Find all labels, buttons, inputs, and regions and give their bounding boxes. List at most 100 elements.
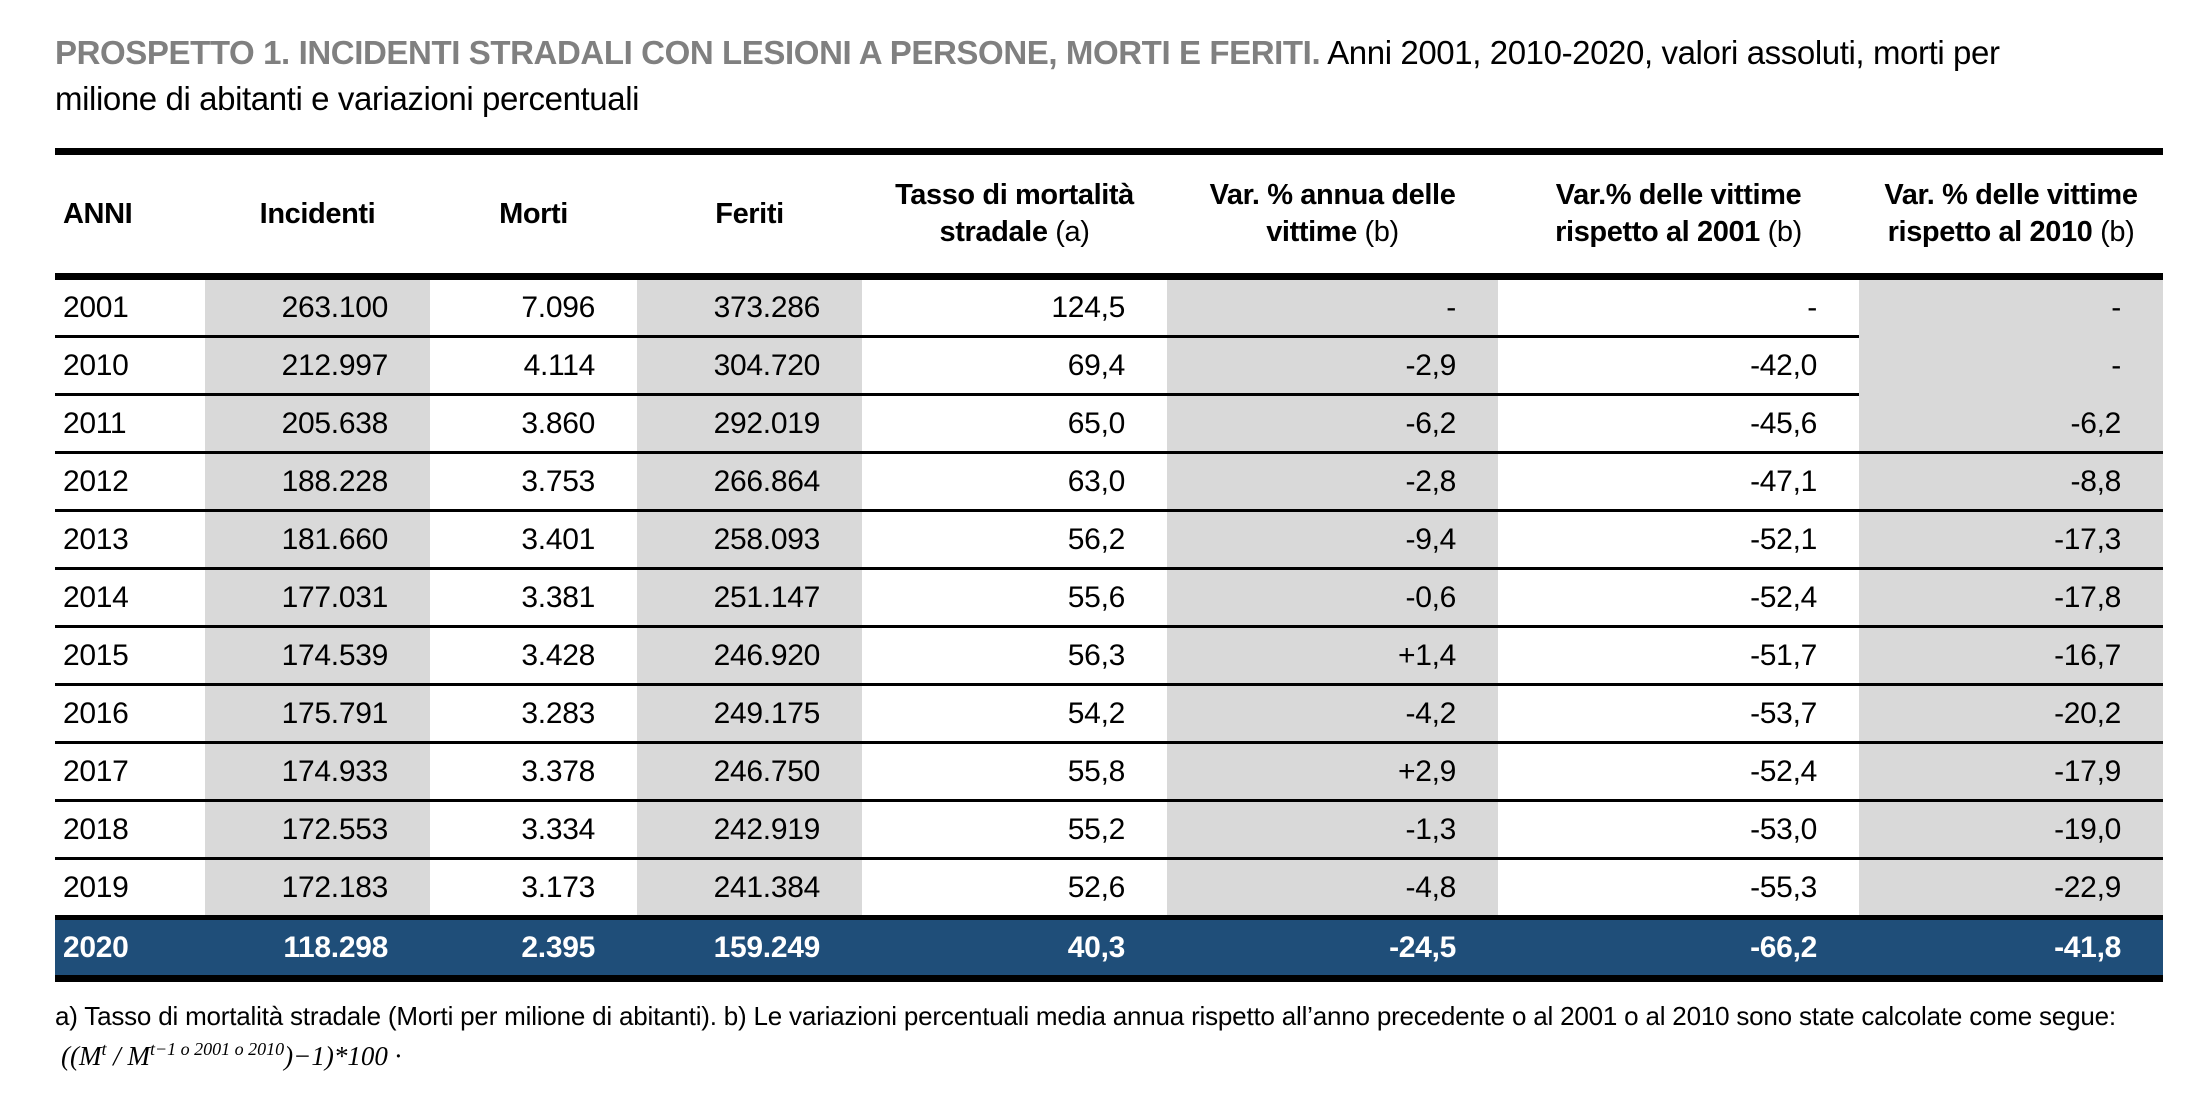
footnote: a) Tasso di mortalità stradale (Morti pe… xyxy=(55,996,2153,1076)
cell-2010-anni: 2010 xyxy=(55,338,205,396)
cell-2013-var2001: -52,1 xyxy=(1498,512,1859,570)
cell-2014-anni: 2014 xyxy=(55,570,205,628)
table-row-2012: 2012 188.228 3.753 266.864 63,0 -2,8 -47,1 -8,8 xyxy=(55,454,2163,512)
cell-2019-var2001: -55,3 xyxy=(1498,860,1859,920)
prospetto-title-subtitle: Anni 2001, 2010-2020, valori assoluti, m… xyxy=(55,34,2000,117)
col-header-var2001: Var.% delle vittime rispetto al 2001 (b) xyxy=(1498,148,1859,280)
cell-2013-var2010: -17,3 xyxy=(1859,512,2163,570)
col-header-line: Morti xyxy=(499,197,568,230)
cell-2017-var2001: -52,4 xyxy=(1498,744,1859,802)
cell-2014-var_annua: -0,6 xyxy=(1167,570,1498,628)
cell-2001-anni: 2001 xyxy=(55,280,205,338)
cell-2001-morti: 7.096 xyxy=(430,280,637,338)
cell-2018-incidenti: 172.553 xyxy=(205,802,430,860)
col-header-line: Feriti xyxy=(715,197,784,230)
cell-2001-incidenti: 263.100 xyxy=(205,280,430,338)
col-header-line: rispetto al 2001 (b) xyxy=(1555,216,1802,248)
cell-2018-var2001: -53,0 xyxy=(1498,802,1859,860)
cell-2011-incidenti: 205.638 xyxy=(205,396,430,454)
col-header-line: vittime (b) xyxy=(1266,216,1399,248)
cell-2012-anni: 2012 xyxy=(55,454,205,512)
cell-2010-tasso: 69,4 xyxy=(862,338,1167,396)
cell-2016-morti: 3.283 xyxy=(430,686,637,744)
cell-2011-morti: 3.860 xyxy=(430,396,637,454)
cell-2017-var_annua: +2,9 xyxy=(1167,744,1498,802)
cell-2014-feriti: 251.147 xyxy=(637,570,862,628)
cell-2018-var2010: -19,0 xyxy=(1859,802,2163,860)
cell-2010-var2010: - xyxy=(1859,338,2163,396)
cell-2017-tasso: 55,8 xyxy=(862,744,1167,802)
cell-2012-var_annua: -2,8 xyxy=(1167,454,1498,512)
cell-2010-var2001: -42,0 xyxy=(1498,338,1859,396)
cell-2001-var_annua: - xyxy=(1167,280,1498,338)
cell-2020-feriti: 159.249 xyxy=(637,920,862,982)
cell-2016-var2010: -20,2 xyxy=(1859,686,2163,744)
footnote-text: a) Tasso di mortalità stradale (Morti pe… xyxy=(55,1001,2116,1031)
cell-2013-var_annua: -9,4 xyxy=(1167,512,1498,570)
table-row-2018: 2018 172.553 3.334 242.919 55,2 -1,3 -53,0 -19,… xyxy=(55,802,2163,860)
formula-part: ((M xyxy=(61,1041,102,1071)
page: PROSPETTO 1. INCIDENTI STRADALI CON LESI… xyxy=(55,30,2163,1076)
col-header-line: Incidenti xyxy=(259,197,376,230)
cell-2011-var2001: -45,6 xyxy=(1498,396,1859,454)
cell-2014-morti: 3.381 xyxy=(430,570,637,628)
cell-2011-anni: 2011 xyxy=(55,396,205,454)
cell-2017-anni: 2017 xyxy=(55,744,205,802)
cell-2016-tasso: 54,2 xyxy=(862,686,1167,744)
col-header-var_annua: Var. % annua delle vittime (b) xyxy=(1167,148,1498,280)
cell-2019-var_annua: -4,8 xyxy=(1167,860,1498,920)
cell-2020-morti: 2.395 xyxy=(430,920,637,982)
cell-2016-incidenti: 175.791 xyxy=(205,686,430,744)
table-row-2020: 2020 118.298 2.395 159.249 40,3 -24,5 -66,2 -41… xyxy=(55,920,2163,982)
cell-2012-tasso: 63,0 xyxy=(862,454,1167,512)
cell-2018-tasso: 55,2 xyxy=(862,802,1167,860)
cell-2019-anni: 2019 xyxy=(55,860,205,920)
cell-2016-feriti: 249.175 xyxy=(637,686,862,744)
cell-2015-var2010: -16,7 xyxy=(1859,628,2163,686)
cell-2017-morti: 3.378 xyxy=(430,744,637,802)
cell-2014-var2001: -52,4 xyxy=(1498,570,1859,628)
cell-2010-morti: 4.114 xyxy=(430,338,637,396)
cell-2018-var_annua: -1,3 xyxy=(1167,802,1498,860)
cell-2012-morti: 3.753 xyxy=(430,454,637,512)
prospetto-title-heading: PROSPETTO 1. INCIDENTI STRADALI CON LESI… xyxy=(55,34,1321,71)
cell-2016-var_annua: -4,2 xyxy=(1167,686,1498,744)
cell-2011-var_annua: -6,2 xyxy=(1167,396,1498,454)
table-row-2001: 2001 263.100 7.096 373.286 124,5- - - xyxy=(55,280,2163,338)
col-header-morti: Morti xyxy=(430,148,637,280)
cell-2001-var2010: - xyxy=(1859,280,2163,338)
cell-2019-morti: 3.173 xyxy=(430,860,637,920)
col-header-line: Var. % annua delle xyxy=(1209,179,1456,211)
cell-2015-feriti: 246.920 xyxy=(637,628,862,686)
col-header-note-ref: (a) xyxy=(1047,216,1090,248)
cell-2017-var2010: -17,9 xyxy=(1859,744,2163,802)
cell-2015-incidenti: 174.539 xyxy=(205,628,430,686)
cell-2020-tasso: 40,3 xyxy=(862,920,1167,982)
cell-2001-feriti: 373.286 xyxy=(637,280,862,338)
footnote-formula: ((Mt / Mt−1 o 2001 o 2010)−1)*100 · xyxy=(61,1039,402,1071)
prospetto-title: PROSPETTO 1. INCIDENTI STRADALI CON LESI… xyxy=(55,30,2040,122)
cell-2015-var_annua: +1,4 xyxy=(1167,628,1498,686)
table-header: ANNI Incidenti Morti Feriti Tasso di mortali… xyxy=(55,148,2163,280)
cell-2012-var2001: -47,1 xyxy=(1498,454,1859,512)
table-row-2011: 2011 205.638 3.860 292.019 65,0 -6,2 -45,6 -6,2 xyxy=(55,396,2163,454)
cell-2020-incidenti: 118.298 xyxy=(205,920,430,982)
col-header-line: ANNI xyxy=(63,197,133,230)
cell-2015-morti: 3.428 xyxy=(430,628,637,686)
cell-2015-anni: 2015 xyxy=(55,628,205,686)
cell-2019-feriti: 241.384 xyxy=(637,860,862,920)
cell-2010-incidenti: 212.997 xyxy=(205,338,430,396)
cell-2013-tasso: 56,2 xyxy=(862,512,1167,570)
table-row-2014: 2014 177.031 3.381 251.147 55,6 -0,6 -52,4 -17,… xyxy=(55,570,2163,628)
formula-superscript: t−1 o 2001 o 2010 xyxy=(150,1039,285,1059)
col-header-line: Var.% delle vittime xyxy=(1555,179,1802,211)
col-header-line: stradale (a) xyxy=(939,216,1090,248)
cell-2010-var_annua: -2,9 xyxy=(1167,338,1498,396)
cell-2016-anni: 2016 xyxy=(55,686,205,744)
formula-dot: · xyxy=(394,1041,402,1071)
cell-2001-tasso: 124,5 xyxy=(862,280,1167,338)
cell-2011-var2010: -6,2 xyxy=(1859,396,2163,454)
table-row-2010: 2010 212.997 4.114 304.720 69,4 -2,9 -42,0- xyxy=(55,338,2163,396)
col-header-incidenti: Incidenti xyxy=(205,148,430,280)
cell-2014-var2010: -17,8 xyxy=(1859,570,2163,628)
